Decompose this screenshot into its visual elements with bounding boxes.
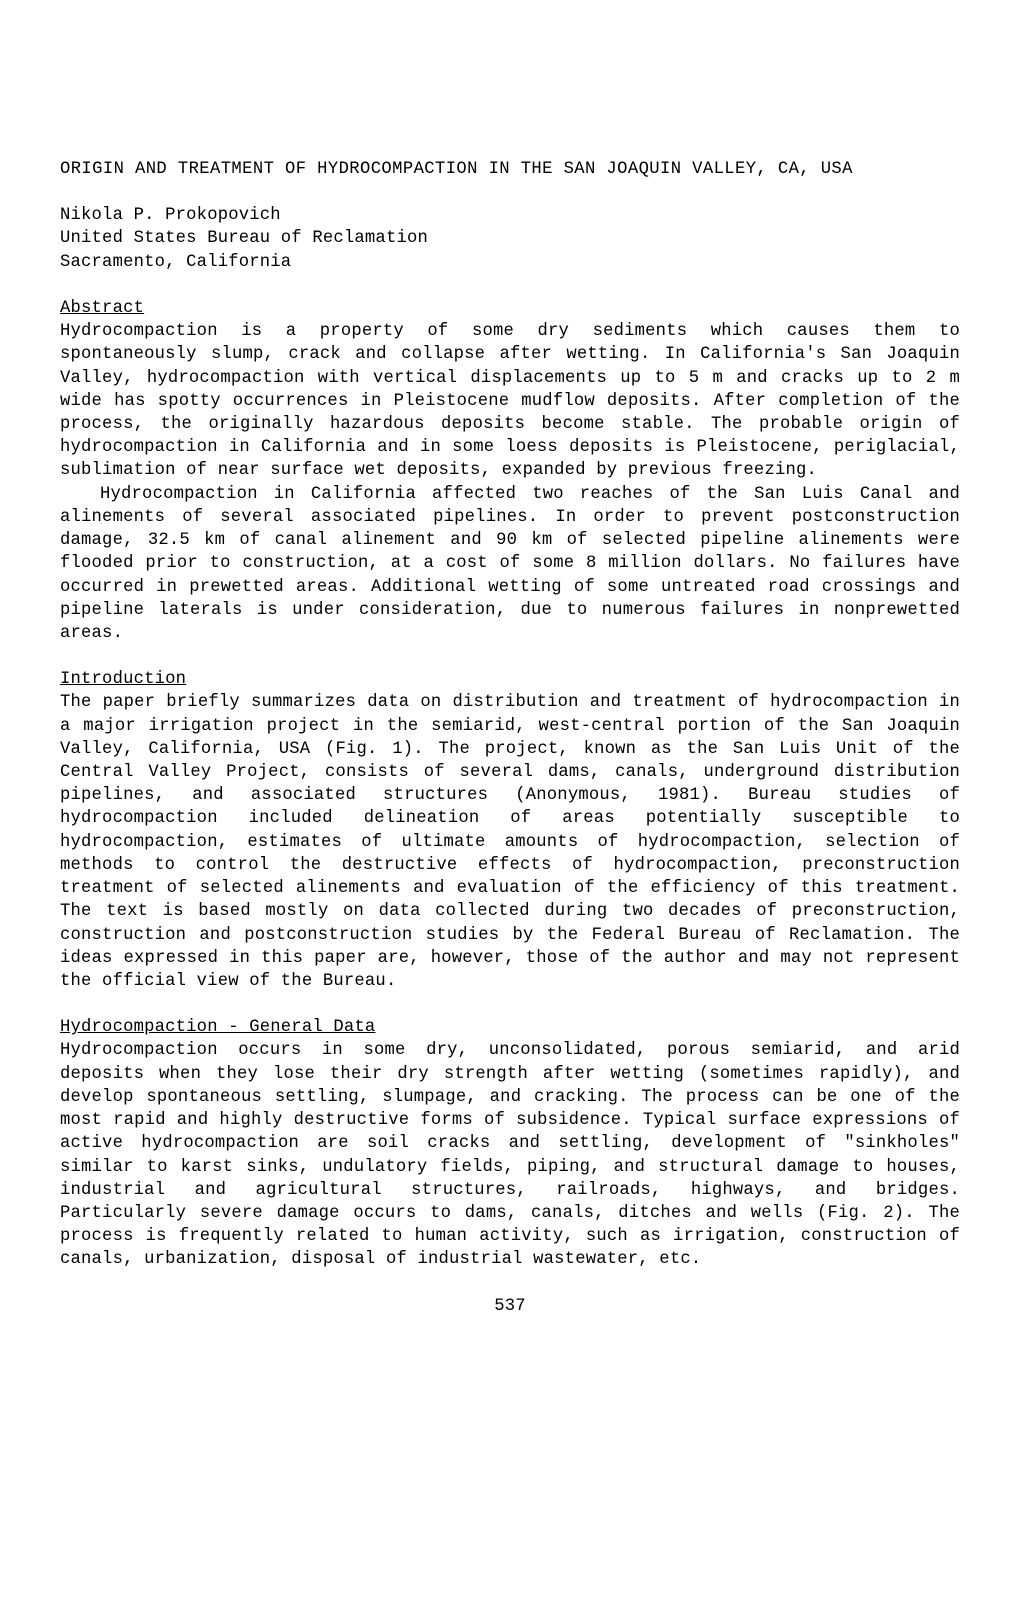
abstract-section: Abstract Hydrocompaction is a property o… — [60, 297, 960, 645]
author-block: Nikola P. Prokopovich United States Bure… — [60, 204, 960, 274]
introduction-paragraph-1: The paper briefly summarizes data on dis… — [60, 691, 960, 993]
page-number: 537 — [60, 1295, 960, 1318]
general-data-paragraph-1: Hydrocompaction occurs in some dry, unco… — [60, 1039, 960, 1271]
abstract-heading: Abstract — [60, 297, 960, 320]
introduction-heading: Introduction — [60, 668, 960, 691]
general-data-section: Hydrocompaction - General Data Hydrocomp… — [60, 1016, 960, 1271]
abstract-paragraph-1: Hydrocompaction is a property of some dr… — [60, 320, 960, 483]
abstract-paragraph-2: Hydrocompaction in California affected t… — [60, 483, 960, 646]
paper-title: ORIGIN AND TREATMENT OF HYDROCOMPACTION … — [60, 158, 960, 181]
author-location: Sacramento, California — [60, 251, 960, 274]
page-content: ORIGIN AND TREATMENT OF HYDROCOMPACTION … — [0, 0, 1020, 1358]
author-affiliation: United States Bureau of Reclamation — [60, 227, 960, 250]
general-data-heading: Hydrocompaction - General Data — [60, 1016, 960, 1039]
introduction-section: Introduction The paper briefly summarize… — [60, 668, 960, 993]
author-name: Nikola P. Prokopovich — [60, 204, 960, 227]
